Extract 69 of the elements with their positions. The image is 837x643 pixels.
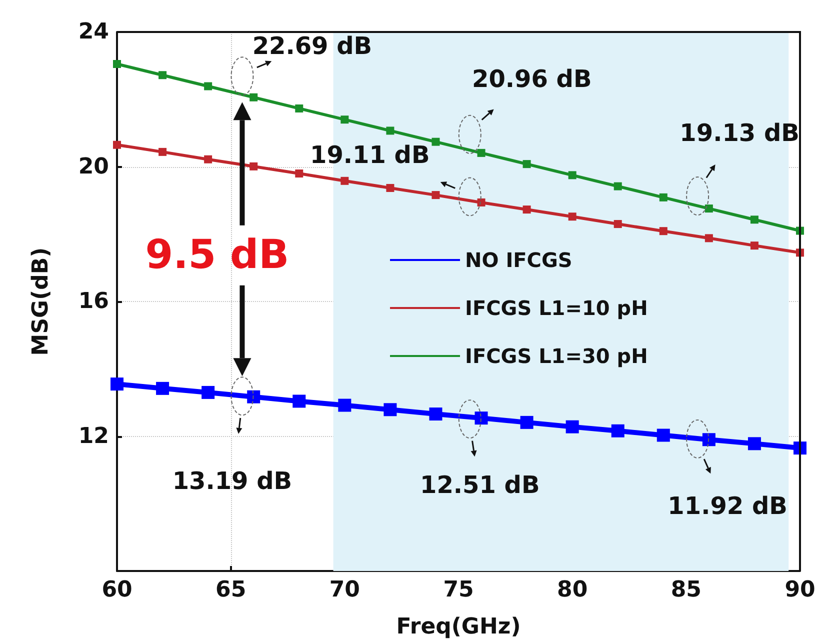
point bbox=[295, 104, 304, 112]
y-tick-label: 24 bbox=[78, 20, 109, 44]
point bbox=[386, 126, 394, 135]
point bbox=[474, 412, 488, 425]
point bbox=[748, 437, 761, 450]
annotation: 22.69 dB bbox=[252, 32, 372, 60]
point bbox=[202, 386, 215, 399]
point bbox=[250, 162, 258, 170]
y-tick-label: 12 bbox=[78, 424, 109, 449]
point bbox=[432, 138, 440, 146]
point bbox=[429, 408, 442, 421]
point bbox=[477, 198, 486, 206]
point bbox=[568, 212, 576, 221]
annotation: 9.5 dB bbox=[145, 232, 290, 278]
point bbox=[568, 171, 576, 180]
point bbox=[204, 155, 212, 164]
annotation: 19.11 dB bbox=[310, 140, 430, 169]
y-tick-label: 16 bbox=[78, 289, 109, 314]
point bbox=[522, 160, 531, 168]
point bbox=[432, 191, 440, 200]
legend-label: IFCGS L1=10 pH bbox=[465, 296, 648, 320]
x-tick-label: 80 bbox=[557, 578, 588, 602]
point bbox=[477, 148, 486, 157]
y-tick-label: 20 bbox=[78, 154, 109, 180]
point bbox=[295, 169, 304, 178]
point bbox=[611, 424, 624, 438]
x-tick-label: 90 bbox=[784, 578, 816, 602]
legend-label: IFCGS L1=30 pH bbox=[465, 344, 648, 368]
x-tick-label: 70 bbox=[329, 578, 360, 602]
annotation: 11.92 dB bbox=[668, 492, 788, 520]
point bbox=[659, 227, 668, 236]
point bbox=[110, 378, 124, 391]
x-tick-label: 85 bbox=[670, 578, 702, 602]
point bbox=[250, 93, 258, 102]
point bbox=[522, 206, 531, 214]
annotation: 13.19 dB bbox=[172, 467, 292, 496]
x-tick-label: 65 bbox=[216, 578, 246, 602]
point bbox=[659, 193, 668, 202]
point bbox=[158, 148, 167, 156]
point bbox=[247, 390, 260, 404]
point bbox=[292, 394, 306, 408]
x-tick-label: 75 bbox=[443, 578, 474, 602]
annotation: 12.51 dB bbox=[420, 471, 540, 500]
point bbox=[614, 220, 622, 228]
point bbox=[204, 82, 212, 90]
point bbox=[340, 116, 349, 124]
annotation: 20.96 dB bbox=[472, 65, 592, 94]
point bbox=[750, 216, 758, 224]
point bbox=[158, 71, 167, 80]
y-axis-title: MSG(dB) bbox=[28, 247, 54, 356]
point bbox=[656, 428, 670, 442]
point bbox=[113, 140, 121, 149]
point bbox=[340, 176, 349, 185]
legend-label: NO IFCGS bbox=[465, 248, 572, 272]
point bbox=[704, 234, 713, 242]
point bbox=[702, 433, 716, 446]
point bbox=[520, 416, 534, 429]
point bbox=[750, 242, 758, 250]
x-axis-title: Freq(GHz) bbox=[396, 614, 521, 640]
point bbox=[384, 403, 397, 416]
point bbox=[156, 382, 170, 395]
point bbox=[566, 420, 579, 434]
x-tick-label: 60 bbox=[102, 578, 132, 602]
annotation: 19.13 dB bbox=[680, 119, 800, 148]
point bbox=[386, 184, 394, 192]
point bbox=[113, 60, 121, 68]
point bbox=[704, 204, 713, 213]
point bbox=[614, 182, 622, 190]
point bbox=[338, 398, 352, 412]
